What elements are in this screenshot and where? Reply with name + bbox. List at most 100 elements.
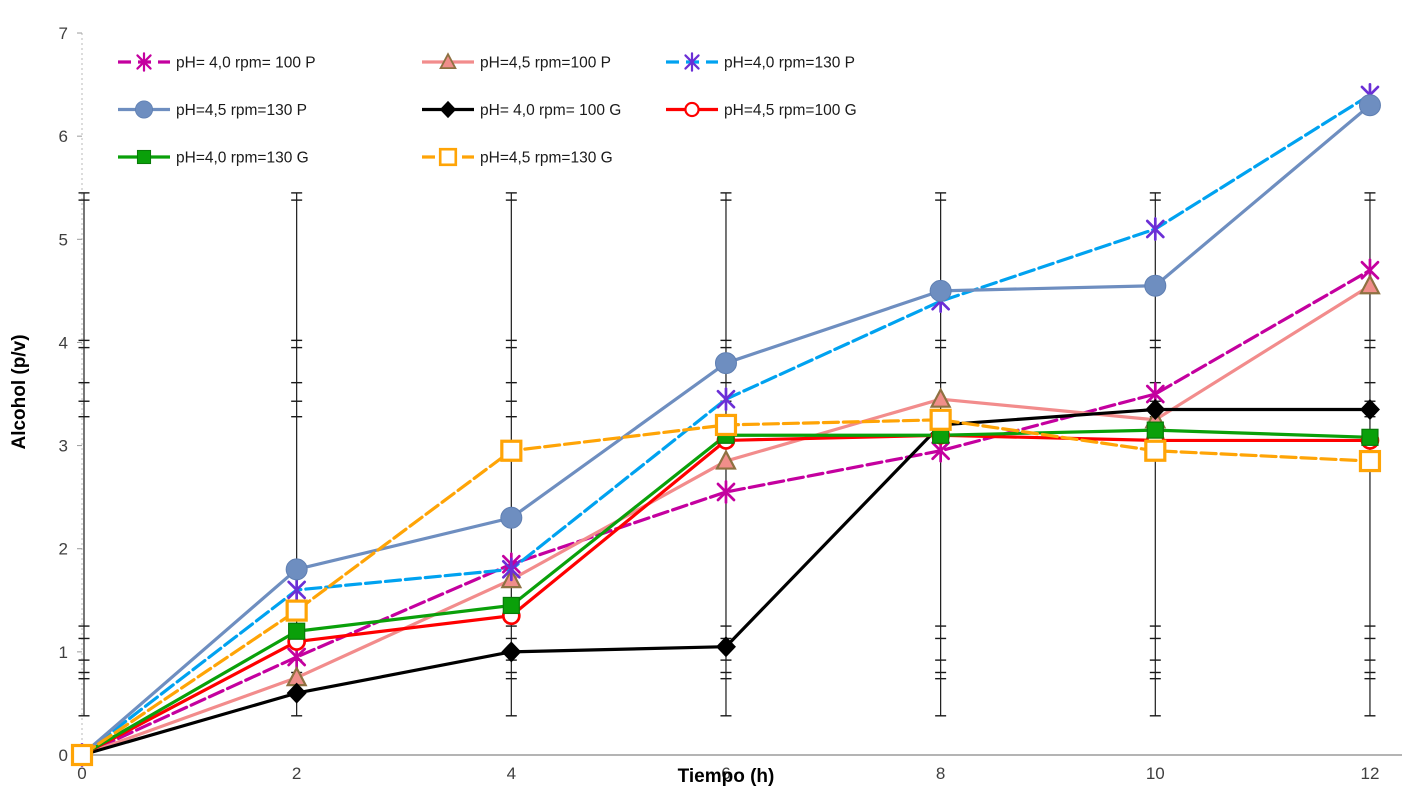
legend-item-5: pH=4,5 rpm=100 G bbox=[666, 101, 857, 119]
y-tick-label-6: 6 bbox=[59, 127, 68, 146]
y-tick-label-2: 2 bbox=[59, 540, 68, 559]
open-square-shape bbox=[1144, 439, 1167, 462]
triangle-shape bbox=[285, 665, 308, 687]
legend-item-1: pH=4,5 rpm=100 P bbox=[422, 52, 611, 72]
open-circle-shape bbox=[684, 101, 700, 118]
triangle-shape bbox=[715, 449, 737, 470]
diamond-shape bbox=[1359, 398, 1380, 420]
circle-shape bbox=[1144, 274, 1167, 297]
triangle-shape bbox=[439, 52, 457, 70]
legend-label: pH=4,5 rpm=100 P bbox=[480, 55, 611, 72]
marker-s4-x12 bbox=[1359, 398, 1380, 420]
markers-layer bbox=[70, 83, 1382, 767]
marker-s3-x12 bbox=[1358, 94, 1381, 117]
marker-s6-x2 bbox=[288, 622, 306, 640]
marker-s1-x8 bbox=[929, 387, 952, 408]
legend-marker-icon bbox=[134, 100, 154, 119]
legend-item-6: pH=4,0 rpm=130 G bbox=[118, 150, 309, 167]
y-tick-label-4: 4 bbox=[59, 333, 68, 352]
square-shape bbox=[1361, 428, 1379, 446]
circle-shape bbox=[285, 558, 308, 581]
error-bar-x0 bbox=[78, 192, 90, 717]
legend-label: pH=4,0 rpm=130 P bbox=[724, 55, 855, 72]
marker-s6-x12 bbox=[1361, 428, 1379, 446]
marker-s2-x10 bbox=[1145, 217, 1165, 241]
legend-marker-icon bbox=[438, 147, 458, 167]
marker-s1-x6 bbox=[715, 449, 737, 470]
marker-s4-x2 bbox=[286, 682, 307, 704]
marker-s2-x2 bbox=[287, 578, 307, 602]
marker-s2-x4 bbox=[501, 557, 521, 582]
open-square-shape bbox=[70, 743, 94, 767]
marker-s3-x8 bbox=[929, 279, 952, 302]
y-tick-label-5: 5 bbox=[59, 230, 68, 249]
y-axis-title: Alcohol (p/v) bbox=[9, 334, 30, 449]
diamond-shape bbox=[286, 682, 307, 704]
diamond-shape bbox=[501, 641, 522, 663]
open-square-shape bbox=[500, 439, 523, 462]
legend-marker-icon bbox=[439, 100, 457, 119]
legend-label: pH=4,5 rpm=130 P bbox=[176, 102, 307, 119]
square-shape bbox=[136, 149, 152, 165]
legend-label: pH= 4,0 rpm= 100 P bbox=[176, 55, 316, 72]
legend-label: pH= 4,0 rpm= 100 G bbox=[480, 102, 621, 119]
y-tick-label-3: 3 bbox=[59, 437, 68, 456]
square-shape bbox=[288, 622, 306, 640]
open-square-shape bbox=[929, 408, 952, 431]
square-shape bbox=[1146, 421, 1164, 439]
legend: pH= 4,0 rpm= 100 P pH=4,5 rpm=100 P pH=4,0… bbox=[118, 52, 857, 167]
legend-item-0: pH= 4,0 rpm= 100 P bbox=[118, 52, 316, 72]
y-tick-label-7: 7 bbox=[59, 24, 68, 43]
marker-s7-x12 bbox=[1358, 449, 1382, 473]
legend-marker-icon bbox=[136, 149, 152, 165]
x-tick-label-12: 12 bbox=[1360, 764, 1379, 783]
x-tick-label-0: 0 bbox=[77, 764, 86, 783]
legend-label: pH=4,5 rpm=130 G bbox=[480, 150, 613, 167]
y-tick-label-0: 0 bbox=[59, 746, 68, 765]
marker-s4-x4 bbox=[501, 641, 522, 663]
x-tick-label-8: 8 bbox=[936, 764, 945, 783]
marker-s6-x4 bbox=[502, 596, 520, 615]
marker-s7-x10 bbox=[1144, 439, 1167, 462]
x-tick-label-4: 4 bbox=[507, 764, 516, 783]
open-square-shape bbox=[438, 147, 458, 167]
marker-s6-x10 bbox=[1146, 421, 1164, 439]
diamond-shape bbox=[715, 636, 736, 658]
marker-s7-x4 bbox=[500, 439, 523, 462]
marker-s7-x0 bbox=[70, 743, 94, 767]
square-shape bbox=[502, 596, 520, 615]
x-tick-label-6: 6 bbox=[721, 764, 730, 783]
marker-s0-x6 bbox=[716, 480, 736, 504]
legend-item-4: pH= 4,0 rpm= 100 G bbox=[422, 100, 621, 119]
diamond-shape bbox=[1145, 398, 1166, 420]
x-axis-title: Tiempo (h) bbox=[678, 766, 775, 787]
circle-shape bbox=[500, 506, 523, 529]
marker-s7-x8 bbox=[929, 408, 952, 431]
legend-item-3: pH=4,5 rpm=130 P bbox=[118, 100, 307, 119]
axes-layer bbox=[77, 32, 1402, 756]
open-square-shape bbox=[285, 599, 308, 622]
marker-s1-x2 bbox=[285, 665, 308, 687]
circle-shape bbox=[929, 279, 952, 302]
marker-s7-x6 bbox=[714, 413, 738, 437]
marker-s3-x4 bbox=[500, 506, 523, 529]
open-square-shape bbox=[1358, 449, 1382, 473]
legend-marker-icon bbox=[684, 101, 700, 118]
diamond-shape bbox=[439, 100, 457, 119]
triangle-shape bbox=[1359, 273, 1381, 295]
x-tick-label-2: 2 bbox=[292, 764, 301, 783]
x-tick-label-10: 10 bbox=[1146, 764, 1165, 783]
marker-s3-x6 bbox=[714, 352, 737, 375]
marker-s4-x10 bbox=[1145, 398, 1166, 420]
legend-marker-icon bbox=[684, 52, 700, 72]
open-square-shape bbox=[714, 413, 738, 437]
legend-label: pH=4,5 rpm=100 G bbox=[724, 102, 857, 119]
legend-item-7: pH=4,5 rpm=130 G bbox=[422, 147, 613, 167]
marker-s4-x6 bbox=[715, 636, 736, 658]
triangle-shape bbox=[929, 387, 952, 408]
marker-s7-x2 bbox=[285, 599, 308, 622]
marker-s2-x6 bbox=[716, 387, 736, 412]
